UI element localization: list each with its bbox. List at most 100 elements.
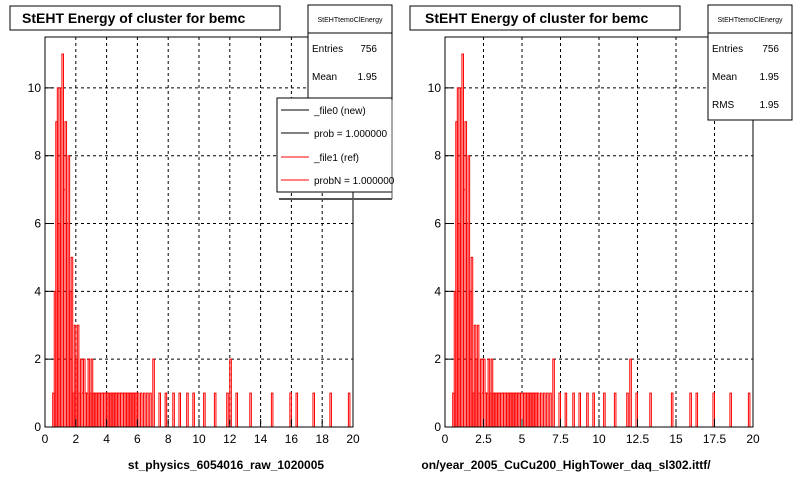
left-stats-mean-value: 1.95 [358, 72, 378, 83]
legend-label-file0: _file0 (new) [313, 106, 366, 117]
left-bar-0-58 [146, 392, 149, 427]
right-x-axis: 0 2.5 5 7.5 10 12.5 15 17.5 20 [442, 419, 760, 446]
right-title: StEHT Energy of cluster for bemc [425, 10, 648, 26]
right-bar-0-69 [626, 392, 629, 427]
left-stats-entries-label: Entries [312, 44, 343, 55]
left-stats-entries-value: 756 [360, 44, 377, 55]
left-legend: _file0 (new) prob = 1.000000 _file1 (ref… [276, 97, 395, 200]
right-bar-0-71 [635, 392, 638, 427]
left-bar-0-73 [270, 392, 274, 427]
left-stats-mean-label: Mean [312, 72, 337, 83]
right-bar-0-70 [629, 358, 632, 427]
left-bar-0-69 [226, 392, 229, 427]
legend-label-probn: probN = 1.000000 [314, 176, 395, 187]
left-bar-0-75 [295, 392, 299, 427]
right-y-tick-label-5: 10 [428, 81, 442, 95]
left-x-tick-label-2: 4 [103, 432, 110, 446]
right-stats-entries-value: 756 [762, 44, 779, 55]
left-bar-0-57 [143, 392, 146, 427]
right-bar-0-58 [546, 392, 549, 427]
right-y-tick-label-2: 4 [434, 284, 441, 298]
right-bar-0-59 [549, 392, 552, 427]
right-bar-0-78 [747, 392, 751, 427]
left-bar-0-70 [229, 358, 232, 427]
left-x-tick-label-0: 0 [42, 432, 49, 446]
right-y-tick-label-0: 0 [434, 420, 441, 434]
right-x-tick-label-1: 2.5 [475, 432, 492, 446]
right-stats-rms-value: 1.95 [760, 100, 780, 111]
right-bar-0-16 [476, 324, 480, 427]
right-x-tick-label-4: 10 [592, 432, 606, 446]
right-x-tick-label-7: 17.5 [703, 432, 727, 446]
left-bar-0-72 [249, 392, 252, 427]
right-stats-entries-label: Entries [712, 44, 743, 55]
left-x-axis-label: st_physics_6054016_raw_1020005 [128, 458, 324, 472]
right-bar-0-63 [572, 392, 575, 427]
right-x-tick-label-2: 5 [519, 432, 526, 446]
right-grid [445, 37, 753, 427]
legend-label-prob: prob = 1.000000 [314, 129, 388, 140]
left-bar-0-71 [235, 392, 238, 427]
left-x-tick-label-3: 6 [134, 432, 141, 446]
left-bar-0-66 [192, 392, 195, 427]
right-stats-rms-label: RMS [712, 100, 735, 111]
right-bar-0-68 [613, 392, 617, 427]
right-bar-0-61 [558, 392, 561, 427]
right-x-tick-label-8: 20 [746, 432, 760, 446]
left-bar-0-60 [152, 358, 155, 427]
right-x-tick-label-0: 0 [442, 432, 449, 446]
right-bar-0-57 [543, 392, 546, 427]
right-histogram-pad: 0 2.5 5 7.5 10 12.5 15 17.5 20 0 2 4 6 8 10 StEHT Ene… [409, 4, 793, 472]
left-bar-0-65 [186, 392, 189, 427]
left-grid [45, 37, 353, 427]
left-bar-0-62 [164, 392, 168, 427]
left-bar-0-56 [139, 392, 143, 427]
right-stats-name: StEHTtemoClEnergy [718, 17, 783, 24]
left-x-tick-label-10: 20 [346, 432, 360, 446]
left-x-tick-label-7: 14 [254, 432, 268, 446]
left-x-tick-label-5: 10 [192, 432, 206, 446]
left-y-tick-label-5: 10 [28, 81, 42, 95]
left-y-tick-label-2: 4 [34, 284, 41, 298]
left-bar-0-12 [70, 256, 74, 427]
right-bar-0-60 [552, 358, 555, 427]
right-bar-0-67 [603, 392, 606, 427]
left-bar-0-16 [76, 324, 80, 427]
right-y-axis: 0 2 4 6 8 10 [428, 81, 453, 434]
left-bars [52, 53, 354, 427]
legend-label-file1: _file1 (ref) [313, 153, 359, 164]
right-bars [452, 53, 754, 427]
right-y-tick-label-1: 2 [434, 352, 441, 366]
right-x-tick-label-5: 12.5 [626, 432, 650, 446]
left-bar-0-64 [178, 392, 182, 427]
left-bar-0-63 [172, 392, 175, 427]
right-title-box [409, 5, 681, 31]
right-bar-0-65 [586, 392, 589, 427]
left-title-box [9, 5, 281, 31]
right-bar-0-66 [592, 392, 595, 427]
left-bar-0-67 [203, 392, 206, 427]
left-x-axis: 0 2 4 6 8 10 12 14 16 18 20 [42, 419, 360, 446]
left-bar-0-76 [312, 392, 315, 427]
left-y-tick-label-3: 6 [34, 217, 41, 231]
right-bar-0-72 [649, 392, 652, 427]
left-x-tick-label-4: 8 [165, 432, 172, 446]
left-x-tick-label-1: 2 [72, 432, 79, 446]
right-bar-0-62 [564, 392, 568, 427]
right-x-tick-label-6: 15 [669, 432, 683, 446]
right-x-axis-label: on/year_2005_CuCu200_HighTower_daq_sl302… [421, 458, 711, 472]
right-bar-0-64 [578, 392, 582, 427]
right-bar-0-74 [689, 392, 692, 427]
left-bar-0-59 [149, 392, 152, 427]
right-bar-0-76 [712, 392, 715, 427]
left-x-tick-label-9: 18 [316, 432, 330, 446]
right-bar-0-56 [539, 392, 543, 427]
right-stats-box: StEHTtemoClEnergy Entries 756 Mean 1.95 … [707, 4, 793, 121]
right-bar-0-55 [536, 392, 540, 427]
left-bar-0-77 [329, 392, 332, 427]
right-y-tick-label-3: 6 [434, 217, 441, 231]
right-y-tick-label-4: 8 [434, 149, 441, 163]
left-y-tick-label-4: 8 [34, 149, 41, 163]
right-bar-0-77 [729, 392, 732, 427]
right-stats-mean-value: 1.95 [760, 72, 780, 83]
